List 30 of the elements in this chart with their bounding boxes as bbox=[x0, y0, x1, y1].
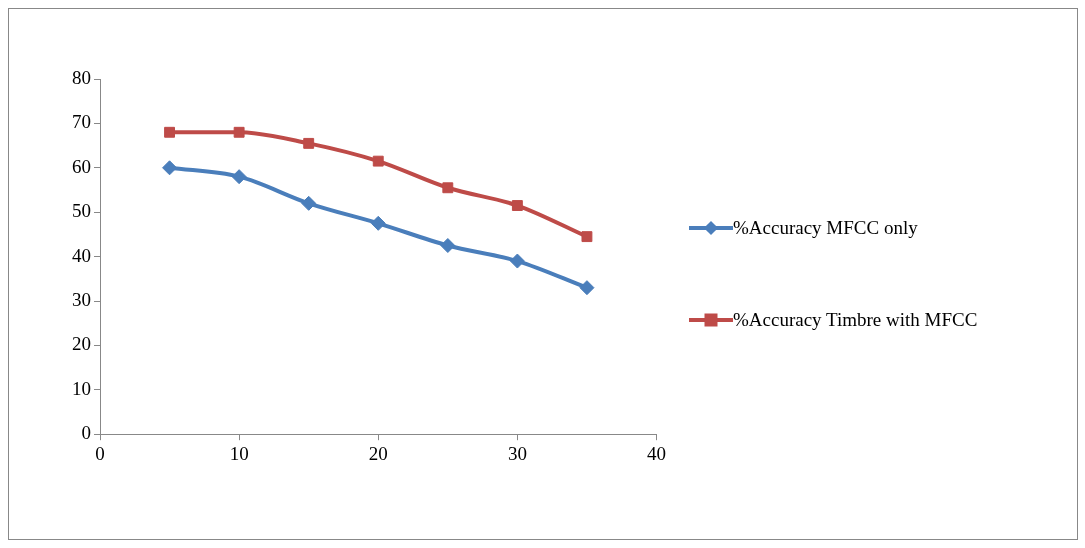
x-tick-label: 30 bbox=[507, 442, 527, 464]
point bbox=[440, 238, 456, 253]
point bbox=[581, 231, 593, 243]
point bbox=[303, 137, 315, 149]
x-tick-label: 20 bbox=[368, 442, 388, 464]
y-tick-label: 40 bbox=[72, 244, 91, 266]
y-tick-label: 80 bbox=[72, 66, 91, 88]
point bbox=[164, 126, 176, 138]
x-tick-label: 0 bbox=[95, 442, 105, 464]
point bbox=[509, 253, 525, 269]
point bbox=[233, 126, 245, 138]
legend-label: %Accuracy MFCC only bbox=[733, 217, 919, 239]
point bbox=[370, 215, 386, 231]
y-tick-label: 60 bbox=[72, 155, 91, 177]
point bbox=[442, 182, 454, 194]
y-tick-label: 0 bbox=[81, 422, 91, 444]
point bbox=[579, 280, 595, 296]
y-tick-label: 50 bbox=[72, 200, 91, 222]
point bbox=[231, 169, 247, 185]
point bbox=[511, 200, 523, 211]
legend-label: %Accuracy Timbre with MFCC bbox=[733, 309, 979, 331]
x-tick-label: 10 bbox=[229, 442, 249, 464]
point bbox=[372, 155, 384, 167]
point bbox=[301, 195, 317, 211]
y-tick-label: 70 bbox=[72, 111, 91, 133]
y-tick-label: 10 bbox=[72, 377, 91, 399]
x-tick-label: 40 bbox=[647, 442, 666, 464]
y-tick-label: 30 bbox=[72, 288, 91, 310]
y-tick-label: 20 bbox=[72, 333, 91, 355]
point bbox=[162, 160, 178, 176]
